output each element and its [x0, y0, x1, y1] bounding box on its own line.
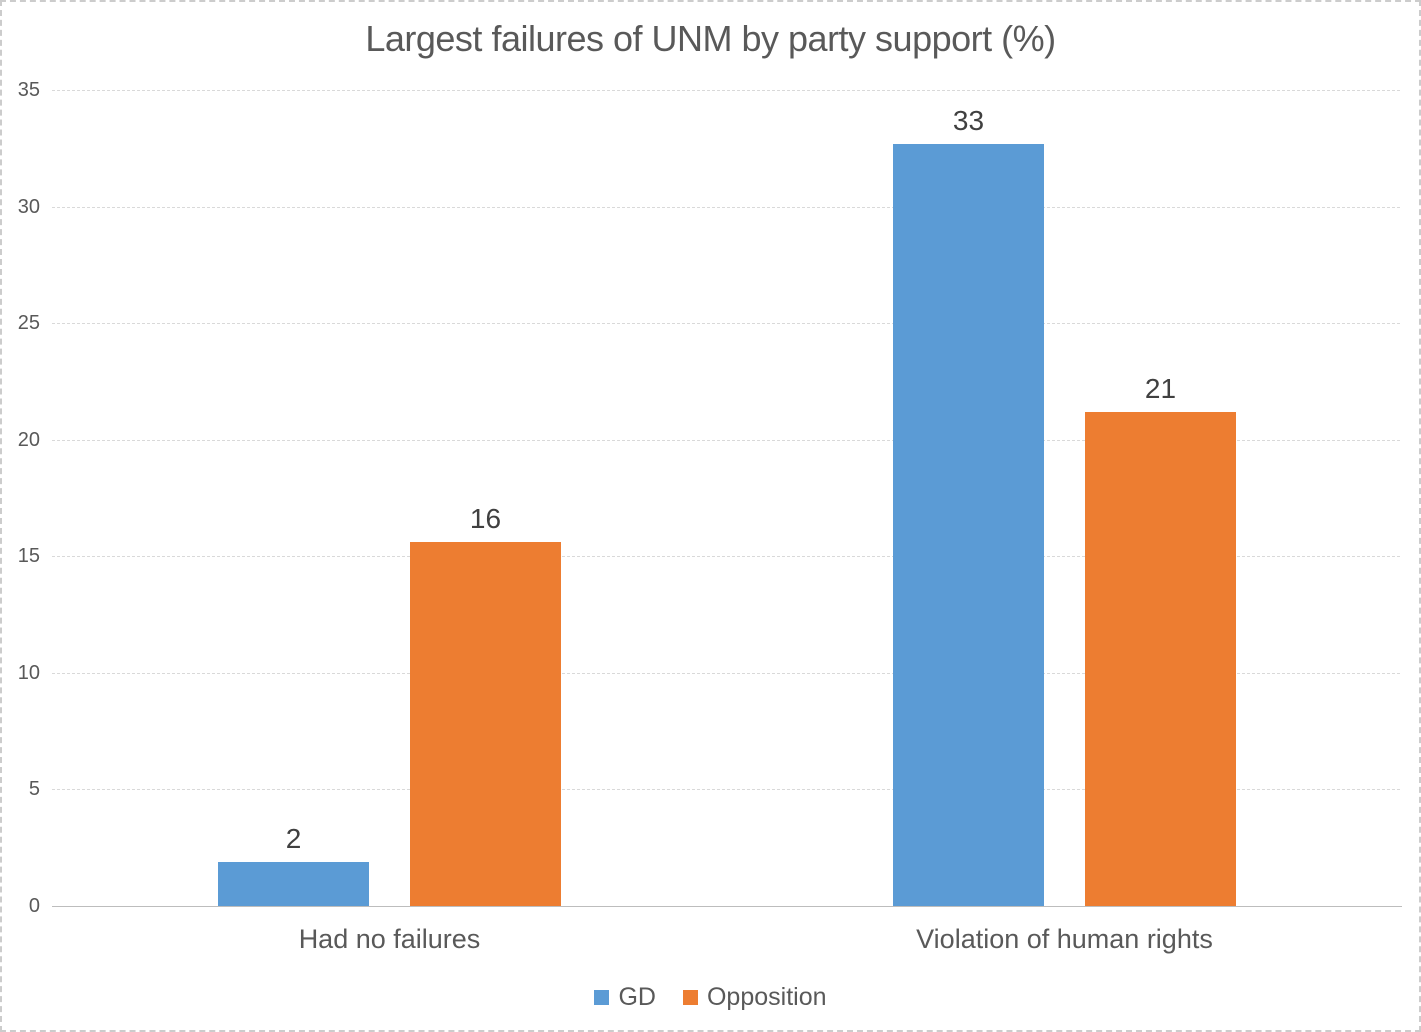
y-axis-tick-label: 15: [17, 545, 40, 568]
bar-data-label: 33: [952, 104, 985, 136]
legend-label: GD: [618, 983, 656, 1011]
bar-gd-0[interactable]: [218, 861, 369, 906]
bar-gd-1[interactable]: [893, 143, 1044, 906]
legend-swatch-icon: [682, 990, 698, 1005]
y-axis-tick-label: 25: [17, 312, 40, 335]
legend-swatch-icon: [594, 990, 610, 1005]
legend-item-opposition[interactable]: Opposition: [682, 983, 827, 1012]
legend-label: Opposition: [706, 983, 827, 1011]
bar-opposition-1[interactable]: [1085, 411, 1236, 906]
x-axis-line: [52, 906, 1402, 907]
bar-data-label: 16: [469, 503, 502, 535]
y-axis-tick-label: 35: [17, 79, 40, 101]
bar-opposition-0[interactable]: [410, 542, 561, 906]
y-axis-tick-label: 10: [17, 661, 40, 684]
bar-data-label: 2: [285, 822, 302, 854]
gridline: [52, 672, 1402, 674]
plot-area: 0 5 10 15 20 25 30 35 2 33 16 21: [18, 80, 1402, 916]
legend-item-gd[interactable]: GD: [594, 983, 656, 1012]
gridline: [52, 206, 1402, 208]
legend: GD Opposition: [2, 983, 1419, 1012]
y-axis-tick-label: 5: [28, 778, 40, 801]
y-axis-tick-label: 20: [17, 428, 40, 451]
x-axis-category-label: Had no failures: [298, 924, 481, 954]
bar-data-label: 21: [1144, 372, 1177, 404]
y-axis-tick-label: 30: [17, 195, 40, 218]
gridline: [52, 90, 1402, 91]
y-axis-tick-label: 0: [28, 895, 40, 917]
x-axis: Had no failures Violation of human rights: [52, 924, 1402, 964]
gridline: [52, 323, 1402, 325]
gridline: [52, 439, 1402, 441]
gridline: [52, 556, 1402, 558]
gridline: [52, 789, 1402, 791]
x-axis-category-label: Violation of human rights: [916, 924, 1213, 954]
chart-title: Largest failures of UNM by party support…: [365, 18, 1056, 59]
